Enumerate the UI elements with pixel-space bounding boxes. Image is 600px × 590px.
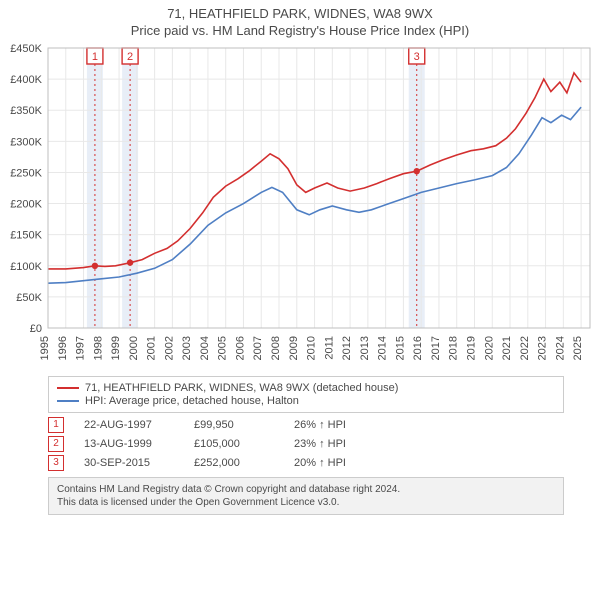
svg-text:£450K: £450K — [10, 43, 42, 55]
svg-text:£300K: £300K — [10, 136, 42, 148]
svg-text:2023: 2023 — [537, 336, 549, 360]
svg-text:2017: 2017 — [430, 336, 442, 360]
price-chart: 1 2 3 £0 £50K £100K £150K £200K £250K £300K £350K £… — [0, 40, 600, 370]
svg-text:2010: 2010 — [306, 336, 318, 360]
svg-text:1995: 1995 — [39, 336, 51, 360]
sale-vs-hpi: 23% ↑ HPI — [294, 438, 374, 450]
chart-address: 71, HEATHFIELD PARK, WIDNES, WA8 9WX — [0, 6, 600, 23]
svg-text:£100K: £100K — [10, 261, 42, 273]
svg-text:1: 1 — [92, 51, 98, 63]
chart-legend: 71, HEATHFIELD PARK, WIDNES, WA8 9WX (de… — [48, 376, 564, 413]
svg-text:£350K: £350K — [10, 105, 42, 117]
svg-text:2018: 2018 — [448, 336, 460, 360]
sale-price: £252,000 — [194, 457, 274, 469]
svg-text:2011: 2011 — [323, 336, 335, 360]
sale-date: 30-SEP-2015 — [84, 457, 174, 469]
attribution-footnote: Contains HM Land Registry data © Crown c… — [48, 477, 564, 515]
sale-marker-icon: 1 — [48, 417, 64, 433]
sales-table: 1 22-AUG-1997 £99,950 26% ↑ HPI 2 13-AUG… — [48, 417, 564, 471]
legend-label: HPI: Average price, detached house, Halt… — [85, 395, 299, 407]
svg-text:1996: 1996 — [57, 336, 69, 360]
svg-text:£150K: £150K — [10, 229, 42, 241]
svg-text:2005: 2005 — [217, 336, 229, 360]
table-row: 1 22-AUG-1997 £99,950 26% ↑ HPI — [48, 417, 564, 433]
sale-price: £105,000 — [194, 438, 274, 450]
sale-marker-icon: 2 — [48, 436, 64, 452]
chart-subtitle: Price paid vs. HM Land Registry's House … — [0, 23, 600, 40]
svg-text:£400K: £400K — [10, 74, 42, 86]
legend-row: HPI: Average price, detached house, Halt… — [57, 395, 555, 407]
svg-text:2025: 2025 — [572, 336, 584, 360]
table-row: 2 13-AUG-1999 £105,000 23% ↑ HPI — [48, 436, 564, 452]
svg-text:2003: 2003 — [181, 336, 193, 360]
svg-text:2008: 2008 — [270, 336, 282, 360]
svg-text:2001: 2001 — [146, 336, 158, 360]
svg-text:3: 3 — [414, 51, 420, 63]
svg-text:2020: 2020 — [483, 336, 495, 360]
svg-text:2013: 2013 — [359, 336, 371, 360]
sale-marker-icon: 3 — [48, 455, 64, 471]
legend-row: 71, HEATHFIELD PARK, WIDNES, WA8 9WX (de… — [57, 382, 555, 394]
svg-text:2012: 2012 — [341, 336, 353, 360]
attribution-line: Contains HM Land Registry data © Crown c… — [57, 483, 555, 496]
sale-date: 22-AUG-1997 — [84, 419, 174, 431]
svg-text:2007: 2007 — [252, 336, 264, 360]
svg-text:£250K: £250K — [10, 167, 42, 179]
svg-text:2000: 2000 — [128, 336, 140, 360]
svg-text:£0: £0 — [30, 323, 42, 335]
svg-text:1997: 1997 — [75, 336, 87, 360]
svg-text:2009: 2009 — [288, 336, 300, 360]
sale-vs-hpi: 26% ↑ HPI — [294, 419, 374, 431]
sale-date: 13-AUG-1999 — [84, 438, 174, 450]
chart-container: 1 2 3 £0 £50K £100K £150K £200K £250K £300K £350K £… — [0, 40, 600, 370]
svg-text:2014: 2014 — [377, 336, 389, 360]
attribution-line: This data is licensed under the Open Gov… — [57, 496, 555, 509]
svg-text:2004: 2004 — [199, 336, 211, 360]
svg-text:2002: 2002 — [163, 336, 175, 360]
svg-text:2006: 2006 — [234, 336, 246, 360]
svg-text:£50K: £50K — [16, 292, 42, 304]
legend-swatch — [57, 400, 79, 402]
sale-price: £99,950 — [194, 419, 274, 431]
svg-text:2024: 2024 — [554, 336, 566, 360]
table-row: 3 30-SEP-2015 £252,000 20% ↑ HPI — [48, 455, 564, 471]
svg-text:2019: 2019 — [465, 336, 477, 360]
svg-text:1998: 1998 — [92, 336, 104, 360]
svg-text:2016: 2016 — [412, 336, 424, 360]
legend-label: 71, HEATHFIELD PARK, WIDNES, WA8 9WX (de… — [85, 382, 398, 394]
svg-text:2015: 2015 — [394, 336, 406, 360]
svg-text:2: 2 — [127, 51, 133, 63]
chart-header: 71, HEATHFIELD PARK, WIDNES, WA8 9WX Pri… — [0, 0, 600, 40]
svg-text:1999: 1999 — [110, 336, 122, 360]
legend-swatch — [57, 387, 79, 389]
svg-text:2021: 2021 — [501, 336, 513, 360]
svg-text:£200K: £200K — [10, 198, 42, 210]
sale-vs-hpi: 20% ↑ HPI — [294, 457, 374, 469]
svg-text:2022: 2022 — [519, 336, 531, 360]
